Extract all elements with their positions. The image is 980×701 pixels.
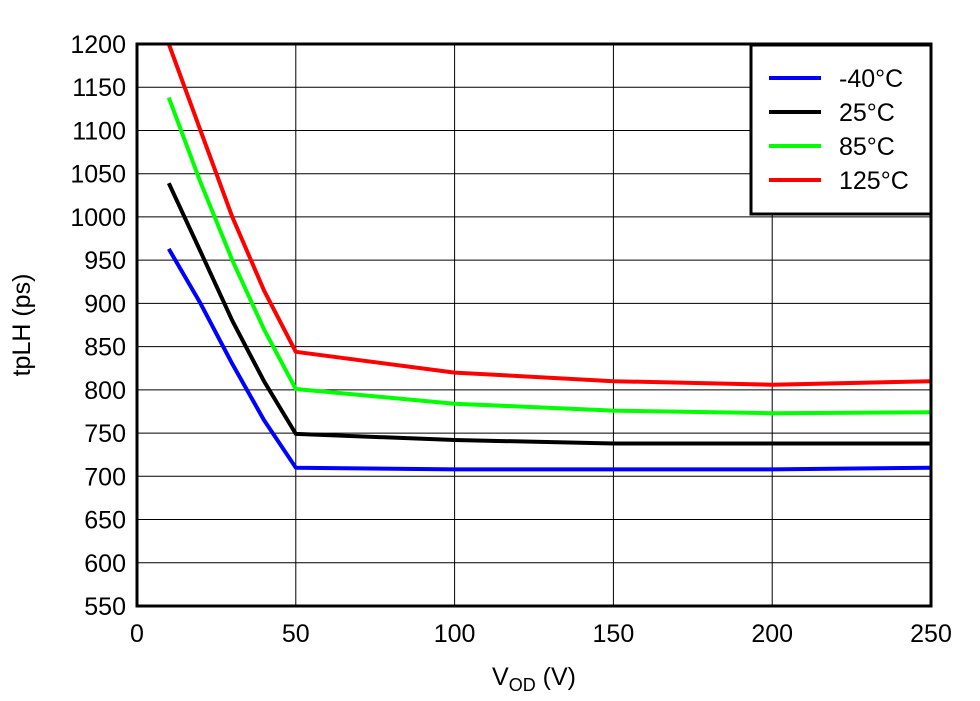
x-tick-label: 250 bbox=[910, 620, 952, 648]
y-tick-label: 1050 bbox=[70, 161, 126, 189]
series-line bbox=[166, 96, 932, 416]
x-axis-label: VOD (V) bbox=[492, 663, 576, 695]
y-tick-label: 1000 bbox=[70, 204, 126, 232]
x-tick-label: 0 bbox=[130, 620, 144, 648]
x-axis-label-unit: (V) bbox=[536, 663, 576, 691]
y-tick-label: 800 bbox=[84, 377, 126, 405]
series-line bbox=[166, 43, 932, 387]
legend: -40°C 25°C 85°C 125°C bbox=[749, 43, 933, 216]
x-tick-label: 150 bbox=[593, 620, 635, 648]
y-tick-label: 700 bbox=[84, 463, 126, 491]
y-tick-label: 850 bbox=[84, 334, 126, 362]
legend-label: 25°C bbox=[839, 99, 895, 127]
x-tick-label: 200 bbox=[751, 620, 793, 648]
y-tick-label: 750 bbox=[84, 420, 126, 448]
legend-label: 85°C bbox=[839, 133, 895, 161]
x-axis-label-main: V bbox=[492, 663, 509, 691]
y-tick-label: 550 bbox=[84, 593, 126, 621]
series-line bbox=[166, 182, 931, 446]
y-axis-label: tpLH (ps) bbox=[8, 274, 36, 377]
x-tick-label: 50 bbox=[282, 620, 310, 648]
legend-box bbox=[749, 43, 933, 216]
series-line bbox=[167, 247, 932, 472]
tick-labels: 0 50 100 150 200 250 550 600 650 700 750 800 850 900 9… bbox=[70, 31, 951, 648]
y-tick-label: 600 bbox=[84, 550, 126, 578]
legend-label: -40°C bbox=[839, 65, 903, 93]
legend-label: 125°C bbox=[839, 167, 909, 195]
series-lines bbox=[166, 43, 932, 472]
y-tick-label: 1150 bbox=[72, 74, 126, 102]
y-tick-label: 950 bbox=[84, 247, 126, 275]
y-tick-label: 1200 bbox=[70, 31, 126, 59]
y-tick-label: 1100 bbox=[72, 117, 126, 145]
x-axis-label-subscript: OD bbox=[509, 675, 536, 695]
y-tick-label: 900 bbox=[84, 290, 126, 318]
y-tick-label: 650 bbox=[84, 507, 126, 535]
plot-area-frame bbox=[135, 42, 933, 608]
x-tick-label: 100 bbox=[434, 620, 476, 648]
